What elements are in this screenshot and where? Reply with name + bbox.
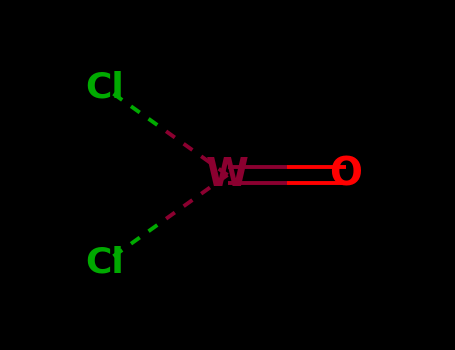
Text: W: W bbox=[206, 156, 249, 194]
Text: Cl: Cl bbox=[85, 70, 124, 105]
Text: O: O bbox=[329, 156, 362, 194]
Text: Cl: Cl bbox=[85, 245, 124, 280]
